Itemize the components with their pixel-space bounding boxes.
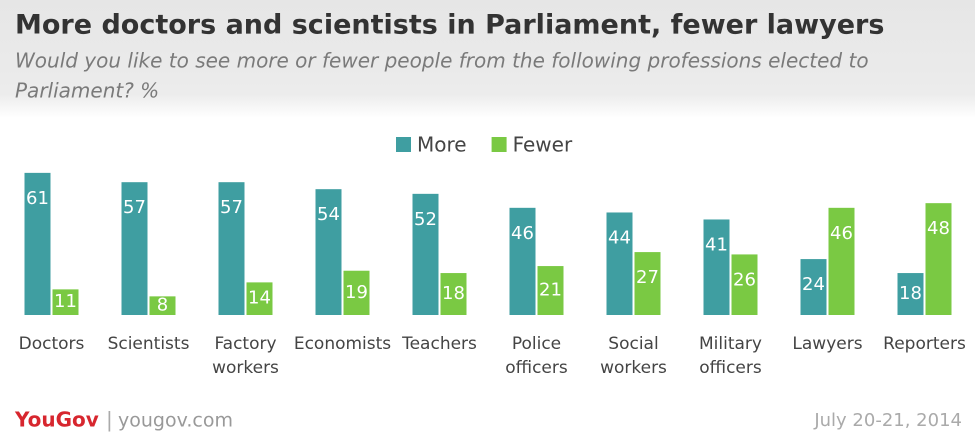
x-tick-label: Reporters: [883, 334, 966, 354]
x-tick-label: Scientists: [108, 334, 190, 354]
bar: [606, 212, 633, 315]
site: yougov.com: [118, 410, 233, 432]
bar: [218, 182, 245, 315]
value-label: 46: [511, 223, 534, 244]
bar: [703, 219, 730, 315]
bar: [52, 289, 79, 315]
header-background: [0, 0, 975, 118]
bar: [246, 282, 273, 315]
separator: |: [106, 408, 113, 432]
value-label: 21: [539, 280, 562, 301]
value-label: 48: [927, 218, 950, 239]
value-label: 27: [636, 267, 659, 288]
value-label: 57: [123, 197, 146, 218]
logo: YouGov: [14, 408, 99, 432]
value-label: 61: [26, 188, 49, 209]
value-label: 18: [899, 283, 922, 304]
x-tick-label: Doctors: [19, 334, 85, 354]
x-tick-label: Teachers: [401, 334, 477, 354]
x-tick-label: Police officers: [505, 334, 568, 378]
chart-subtitle: Parliament? %: [15, 79, 159, 103]
bar: [343, 270, 370, 315]
date: July 20-21, 2014: [813, 410, 962, 431]
bar: [440, 273, 467, 315]
chart-subtitle: Would you like to see more or fewer peop…: [15, 49, 869, 73]
bar: [24, 172, 51, 315]
value-label: 46: [830, 223, 853, 244]
value-label: 52: [414, 209, 437, 230]
x-tick-label: Factory workers: [212, 334, 279, 378]
value-label: 11: [54, 291, 77, 312]
legend-swatch: [396, 137, 411, 152]
value-label: 14: [248, 288, 271, 309]
value-label: 8: [157, 295, 168, 316]
bar: [537, 266, 564, 315]
bar: [315, 189, 342, 315]
legend-swatch: [491, 137, 507, 152]
bar: [634, 252, 661, 315]
value-label: 26: [733, 269, 756, 290]
bar: [412, 193, 439, 315]
value-label: 19: [345, 282, 368, 303]
value-label: 57: [220, 197, 243, 218]
value-label: 18: [442, 283, 465, 304]
x-tick-label: Lawyers: [792, 334, 862, 354]
x-tick-label: Social workers: [600, 334, 667, 378]
bar: [800, 259, 827, 315]
bar: [897, 273, 924, 315]
bar: [149, 296, 176, 315]
bar: [121, 182, 148, 315]
legend-label: More: [417, 133, 467, 157]
bar: [509, 207, 536, 315]
value-label: 54: [317, 204, 340, 225]
value-label: 41: [705, 234, 728, 255]
chart-title: More doctors and scientists in Parliamen…: [15, 10, 884, 41]
bar: [731, 254, 758, 315]
x-tick-label: Economists: [294, 334, 391, 354]
bar: [828, 207, 855, 315]
legend-label: Fewer: [513, 133, 573, 157]
value-label: 24: [802, 274, 825, 295]
value-label: 44: [608, 227, 631, 248]
bar: [925, 203, 952, 315]
x-tick-label: Military officers: [699, 334, 762, 378]
